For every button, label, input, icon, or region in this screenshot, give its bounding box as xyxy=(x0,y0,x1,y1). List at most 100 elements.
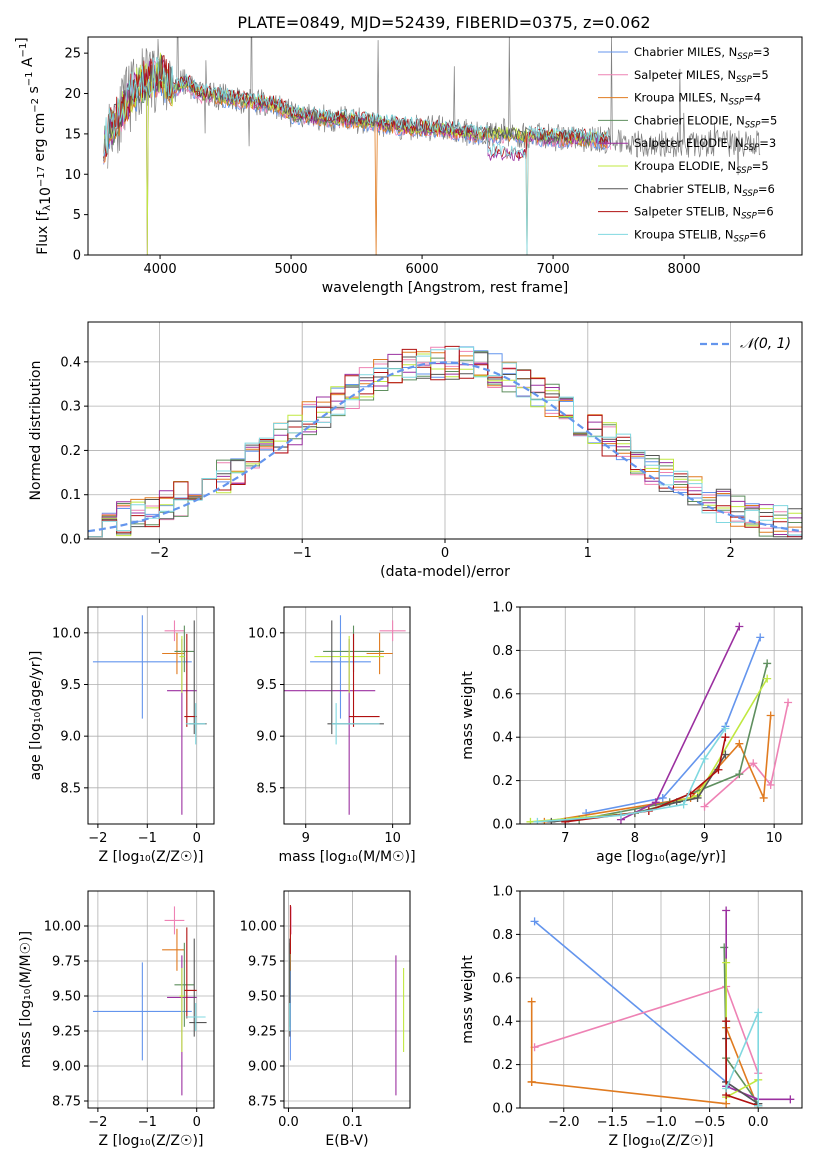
axes-frame xyxy=(87,606,215,825)
x-tick-label: 0 xyxy=(441,546,449,561)
plot-area xyxy=(92,906,207,1096)
legend-entry: Kroupa STELIB, NSSP=6 xyxy=(634,227,766,244)
y-tick-label: 0.0 xyxy=(492,1102,513,1117)
axes-spectrum: 4000 5000 6000 7000 8000 0 5 10 15 20 25 wavelength… xyxy=(14,36,803,296)
plot-area xyxy=(284,615,406,815)
legend-subscript: SSP xyxy=(745,120,761,130)
legend-entry: Salpeter ELODIE, NSSP=3 xyxy=(634,136,776,153)
weight-marker xyxy=(766,711,775,720)
y-tick-label: 9.75 xyxy=(52,955,81,970)
x-axis-label: Z [log₁₀(Z/Z☉)] xyxy=(99,1133,204,1149)
x-tick-label: 9 xyxy=(700,831,708,846)
y-axis-label-part: 10 xyxy=(38,187,54,205)
residual-histogram-8 xyxy=(88,346,802,539)
weight-marker xyxy=(784,698,793,707)
weight-marker xyxy=(714,765,723,774)
legend-subscript: SSP xyxy=(736,166,752,176)
x-tick-label: −1 xyxy=(138,831,157,846)
normal-reference-curve xyxy=(88,361,802,533)
x-axis-label: Z [log₁₀(Z/Z☉)] xyxy=(609,1133,714,1149)
legend-count: =5 xyxy=(752,159,769,173)
model-spectrum-6 xyxy=(103,54,612,159)
legend-subscript: SSP xyxy=(736,75,752,85)
legend-entry: Chabrier MILES, NSSP=3 xyxy=(634,45,770,62)
x-axis-label: age [log₁₀(age/yr)] xyxy=(596,849,726,865)
x-tick-label: 0 xyxy=(193,831,201,846)
legend-count: =6 xyxy=(749,227,766,241)
y-tick-label: 10.00 xyxy=(44,920,81,935)
legend-label: Chabrier ELODIE, N xyxy=(634,113,745,127)
weight-marker xyxy=(749,759,758,768)
plot-area xyxy=(527,906,795,1108)
legend-count: =4 xyxy=(744,91,761,105)
y-tick-label: 0.1 xyxy=(60,488,81,503)
x-tick-label: 6000 xyxy=(406,262,439,277)
y-tick-label: 20 xyxy=(64,87,81,102)
legend-subscript: SSP xyxy=(734,234,750,244)
weight-marker xyxy=(722,958,731,967)
y-tick-label: 1.0 xyxy=(492,885,513,900)
legend-entry: Salpeter MILES, NSSP=5 xyxy=(634,68,769,85)
weight-marker xyxy=(786,1095,795,1104)
weight-marker xyxy=(527,997,536,1006)
weight-marker xyxy=(651,798,660,807)
y-tick-label: 0.6 xyxy=(492,971,513,986)
x-tick-label: 0.1 xyxy=(342,1115,363,1130)
x-tick-label: 10 xyxy=(384,831,401,846)
x-axis-label: wavelength [Angstrom, rest frame] xyxy=(322,280,568,296)
weight-marker xyxy=(722,906,731,915)
legend-entry: Chabrier STELIB, NSSP=6 xyxy=(634,182,775,199)
y-tick-label: 9.5 xyxy=(60,678,81,693)
axes-mass_vs_EBV: 0.0 0.1 8.75 9.00 9.25 9.50 9.75 10.00 E(B-V) xyxy=(240,890,411,1149)
x-tick-label: 2 xyxy=(726,546,734,561)
weight-marker xyxy=(720,943,729,952)
x-tick-label: 4000 xyxy=(144,262,177,277)
weight-marker xyxy=(722,1084,731,1093)
weight-marker xyxy=(721,733,730,742)
legend-subscript: SSP xyxy=(729,98,745,108)
plot-area xyxy=(92,615,207,815)
weight-marker xyxy=(766,780,775,789)
y-axis-label: mass [log₁₀(M/M☉)] xyxy=(18,931,34,1068)
x-axis-label: Z [log₁₀(Z/Z☉)] xyxy=(99,849,204,865)
weight-line-1 xyxy=(703,702,789,808)
weight-marker xyxy=(700,754,709,763)
y-axis-label: age [log₁₀(age/yr)] xyxy=(28,651,44,781)
x-tick-label: 7 xyxy=(561,831,569,846)
y-tick-label: 0.8 xyxy=(492,928,513,943)
x-tick-label: 7000 xyxy=(537,262,570,277)
weight-marker xyxy=(735,770,744,779)
legend-subscript: SSP xyxy=(744,143,760,153)
legend-label: Salpeter MILES, N xyxy=(634,68,736,82)
weight-marker xyxy=(693,793,702,802)
y-axis-label-part: −17 xyxy=(36,166,47,187)
legend-label: Salpeter ELODIE, N xyxy=(634,136,744,150)
axes-mass_weight_vs_Z: −2.0 −1.5 −1.0 −0.5 0.0 0.0 0.2 0.4 0.6 0.8 1.0 Z [… xyxy=(460,885,803,1149)
weight-marker xyxy=(722,1017,731,1026)
y-tick-label: 15 xyxy=(64,127,81,142)
weight-line-7 xyxy=(565,737,727,823)
model-spectrum-3 xyxy=(103,59,606,162)
x-tick-label: −1 xyxy=(138,1115,157,1130)
weight-marker xyxy=(616,811,625,820)
weight-marker xyxy=(530,917,539,926)
weight-marker xyxy=(679,800,688,809)
y-tick-label: 9.00 xyxy=(52,1060,81,1075)
weight-marker xyxy=(721,724,730,733)
y-axis-label: Normed distribution xyxy=(28,361,44,501)
y-axis-label-part: −1 xyxy=(18,43,29,58)
x-tick-label: 5000 xyxy=(275,262,308,277)
y-tick-label: 0.8 xyxy=(492,644,513,659)
legend-entry: Kroupa ELODIE, NSSP=5 xyxy=(634,159,769,176)
model-spectrum-4 xyxy=(103,57,609,255)
x-tick-label: 8000 xyxy=(668,262,701,277)
weight-marker xyxy=(547,817,556,824)
y-tick-label: 10.0 xyxy=(248,626,277,641)
weight-marker xyxy=(756,633,765,642)
weight-marker xyxy=(582,809,591,818)
x-axis-label: (data-model)/error xyxy=(380,564,510,580)
model-spectrum-0 xyxy=(103,61,612,165)
legend-label: Kroupa MILES, N xyxy=(634,91,729,105)
x-tick-label: −1.5 xyxy=(597,1115,629,1130)
legend-count: =3 xyxy=(753,45,770,59)
